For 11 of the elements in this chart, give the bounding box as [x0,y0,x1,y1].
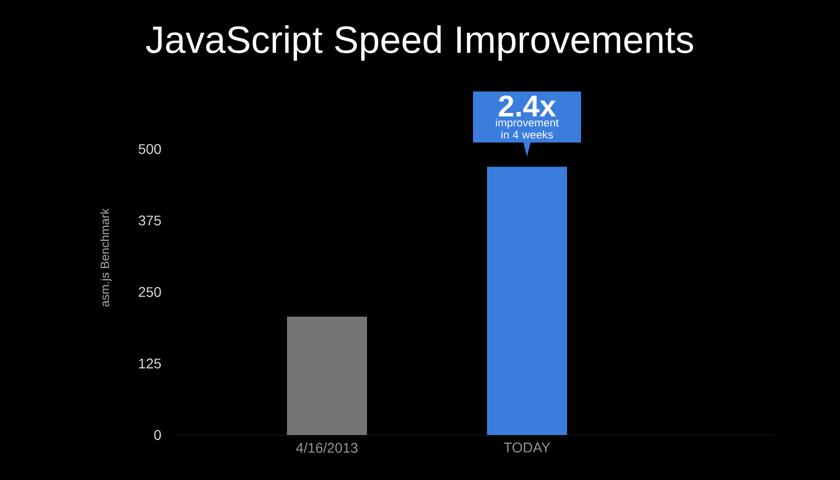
y-tick-label: 0 [154,430,161,440]
y-tick-label: 125 [139,358,161,368]
text: 2.4x [498,95,556,116]
y-axis-title: asm.js Benchmark [100,208,112,307]
y-tick-label: 250 [138,287,161,297]
chart-title: JavaScript Speed Improvements [146,25,694,61]
x-tick-label: TODAY [504,442,550,452]
text: improvement in 4 weeks [496,118,559,139]
y-tick-label: 500 [138,144,161,154]
x-tick-label: 4/16/2013 [296,442,358,453]
y-tick-label: 375 [138,216,161,226]
